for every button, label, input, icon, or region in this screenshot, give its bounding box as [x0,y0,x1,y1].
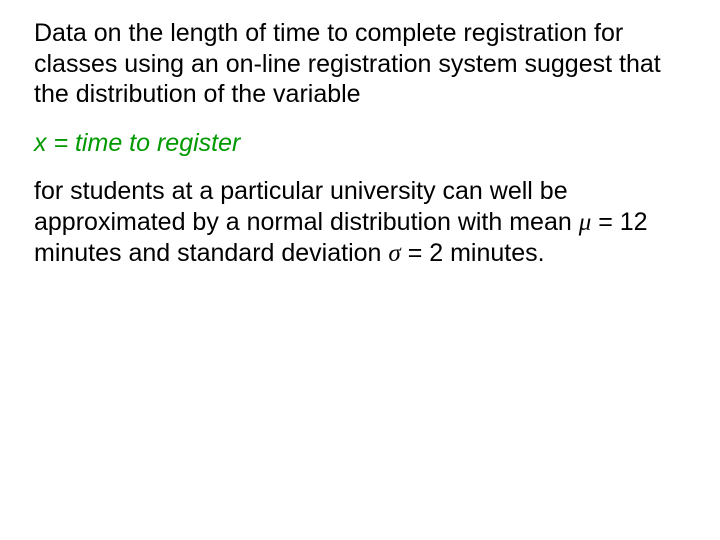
distribution-lead: for students at a particular university … [34,177,579,236]
slide-body: Data on the length of time to complete r… [0,0,720,540]
intro-text: Data on the length of time to complete r… [34,19,661,108]
mu-symbol: μ [579,209,592,236]
variable-definition: = time to register [47,129,241,157]
paragraph-intro: Data on the length of time to complete r… [34,18,686,110]
paragraph-variable: x = time to register [34,128,686,159]
variable-x: x [34,129,47,157]
sigma-value: = 2 minutes. [401,239,545,267]
paragraph-distribution: for students at a particular university … [34,176,686,270]
sigma-symbol: σ [388,240,400,267]
